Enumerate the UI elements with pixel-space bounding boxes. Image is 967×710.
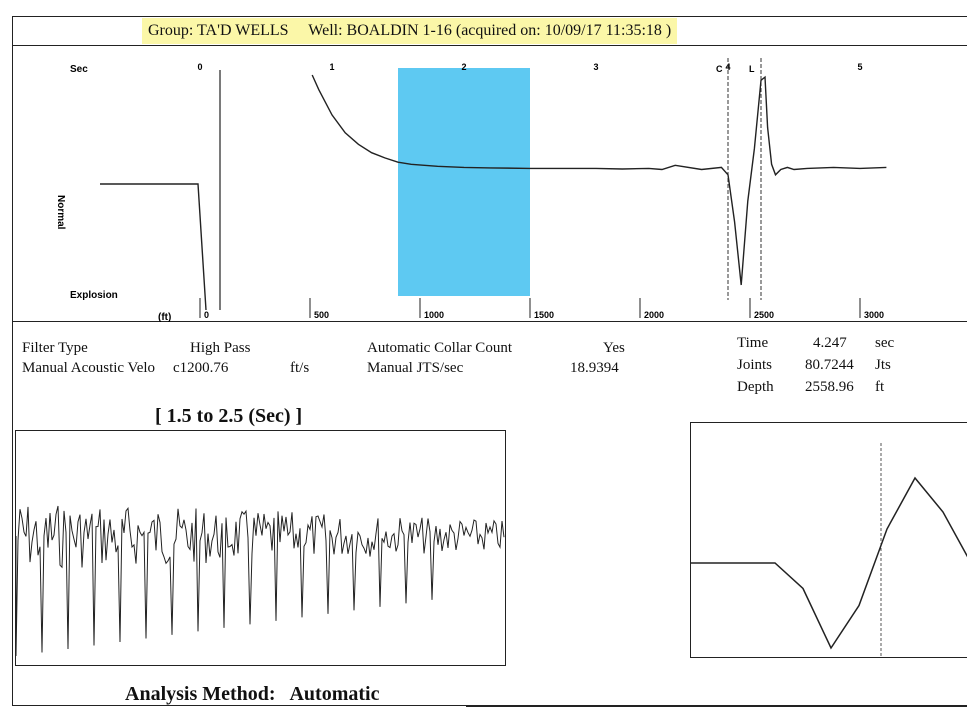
acoustic-velocity-unit: ft/s bbox=[290, 360, 310, 376]
main-plot-frame bbox=[12, 45, 967, 322]
filter-type-label: Filter Type bbox=[22, 340, 88, 356]
footer-rule bbox=[466, 706, 967, 707]
well-value: BOALDIN 1-16 bbox=[346, 22, 452, 39]
x-axis-label: Sec bbox=[70, 64, 88, 75]
explosion-pulse-trace bbox=[100, 70, 221, 311]
depth-tick-label: 0 bbox=[204, 310, 209, 320]
pulse-detail-trace bbox=[691, 476, 967, 650]
depth-tick-label: 1000 bbox=[424, 310, 444, 320]
joints-value: 80.7244 bbox=[805, 357, 854, 373]
marker-label: C bbox=[716, 64, 723, 74]
selection-window bbox=[398, 68, 530, 296]
analysis-method-value: Automatic bbox=[289, 683, 380, 705]
collar-count-label: Automatic Collar Count bbox=[367, 340, 512, 356]
sec-tick-label: 3 bbox=[593, 62, 598, 72]
time-unit: sec bbox=[875, 335, 895, 351]
acquired-text: (acquired on: 10/09/17 11:35:18 ) bbox=[455, 22, 672, 39]
pulse-detail-chart[interactable] bbox=[691, 423, 967, 657]
depth-tick-label: 2000 bbox=[644, 310, 664, 320]
acoustic-trace-line bbox=[311, 74, 887, 286]
depth-unit-label: (ft) bbox=[158, 312, 171, 323]
collar-window-chart[interactable] bbox=[15, 431, 505, 665]
analysis-method-label: Analysis Method: bbox=[125, 683, 276, 705]
pulse-detail-panel bbox=[690, 422, 967, 658]
group-value: TA'D WELLS bbox=[197, 22, 289, 39]
depth-tick-label: 500 bbox=[314, 310, 329, 320]
time-label: Time bbox=[737, 335, 769, 351]
jts-per-sec-value: 18.9394 bbox=[570, 360, 619, 376]
depth-unit: ft bbox=[875, 379, 885, 395]
sec-tick-label: 2 bbox=[461, 62, 466, 72]
filter-type-value: High Pass bbox=[190, 340, 251, 356]
collar-window-trace bbox=[15, 505, 505, 657]
report-frame bbox=[12, 16, 967, 706]
depth-tick-label: 1500 bbox=[534, 310, 554, 320]
well-label: Well: bbox=[308, 22, 343, 39]
collar-count-value: Yes bbox=[603, 340, 625, 356]
explosion-label: Explosion bbox=[70, 290, 118, 301]
collar-window-panel bbox=[15, 430, 506, 666]
depth-label: Depth bbox=[737, 379, 774, 395]
marker-label: L bbox=[749, 64, 755, 74]
sec-tick-label: 5 bbox=[857, 62, 862, 72]
analysis-method: Analysis Method: Automatic bbox=[125, 683, 379, 706]
depth-tick-label: 3000 bbox=[864, 310, 884, 320]
window-title: [ 1.5 to 2.5 (Sec) ] bbox=[155, 405, 303, 427]
acoustic-trace-chart[interactable]: 012345050010001500200025003000 CL Sec No… bbox=[0, 0, 967, 330]
depth-tick-label: 2500 bbox=[754, 310, 774, 320]
group-label: Group: bbox=[148, 22, 194, 39]
y-axis-label-normal: Normal bbox=[55, 195, 66, 230]
jts-per-sec-label: Manual JTS/sec bbox=[367, 360, 464, 376]
header-bar: Group: TA'D WELLS Well: BOALDIN 1-16 (ac… bbox=[142, 18, 678, 44]
sec-tick-label: 1 bbox=[329, 62, 334, 72]
depth-value: 2558.96 bbox=[805, 379, 854, 395]
sec-tick-label: 0 bbox=[197, 62, 202, 72]
joints-label: Joints bbox=[737, 357, 773, 373]
acoustic-velocity-label: Manual Acoustic Velo bbox=[22, 360, 156, 376]
time-value: 4.247 bbox=[813, 335, 847, 351]
acoustic-velocity-value: c1200.76 bbox=[173, 360, 229, 376]
joints-unit: Jts bbox=[875, 357, 891, 373]
